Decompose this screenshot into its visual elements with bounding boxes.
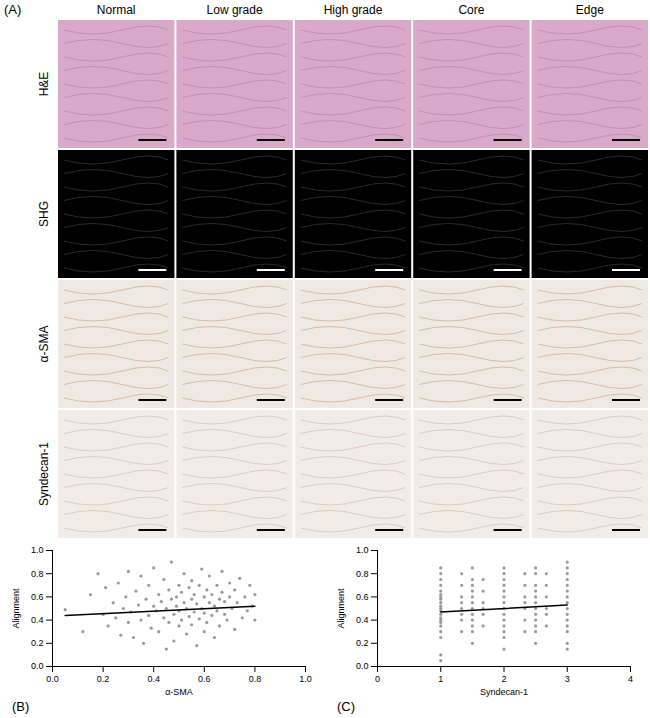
svg-text:High grade: High grade xyxy=(324,3,383,17)
svg-text:1.0: 1.0 xyxy=(31,545,44,555)
svg-text:0.2: 0.2 xyxy=(97,674,110,684)
html-text:(B): (B) xyxy=(12,699,30,714)
svg-text:SHG: SHG xyxy=(37,201,51,227)
svg-text:0.8: 0.8 xyxy=(31,569,44,579)
svg-text:0.0: 0.0 xyxy=(356,661,369,671)
svg-text:Alignment: Alignment xyxy=(11,588,21,629)
svg-text:0.4: 0.4 xyxy=(147,674,160,684)
svg-text:0.4: 0.4 xyxy=(356,615,369,625)
svg-text:0.6: 0.6 xyxy=(31,592,44,602)
svg-text:3: 3 xyxy=(565,674,570,684)
svg-text:0: 0 xyxy=(375,674,380,684)
svg-text:0.6: 0.6 xyxy=(198,674,211,684)
svg-text:0.2: 0.2 xyxy=(31,638,44,648)
svg-text:0.4: 0.4 xyxy=(31,615,44,625)
svg-text:Edge: Edge xyxy=(576,3,604,17)
svg-text:α-SMA: α-SMA xyxy=(165,687,193,697)
svg-text:Core: Core xyxy=(458,3,484,17)
svg-text:Low grade: Low grade xyxy=(207,3,263,17)
svg-text:0.8: 0.8 xyxy=(356,569,369,579)
svg-text:4: 4 xyxy=(628,674,633,684)
svg-text:0.0: 0.0 xyxy=(46,674,59,684)
svg-text:1.0: 1.0 xyxy=(299,674,312,684)
svg-text:Normal: Normal xyxy=(97,3,136,17)
html-text:(C): (C) xyxy=(337,699,355,714)
svg-text:1.0: 1.0 xyxy=(356,545,369,555)
svg-text:2: 2 xyxy=(501,674,506,684)
svg-text:Syndecan-1: Syndecan-1 xyxy=(480,687,528,697)
svg-text:1: 1 xyxy=(438,674,443,684)
svg-text:0.2: 0.2 xyxy=(356,638,369,648)
svg-text:α-SMA: α-SMA xyxy=(37,326,51,363)
svg-text:Syndecan-1: Syndecan-1 xyxy=(37,442,51,506)
svg-text:0.8: 0.8 xyxy=(249,674,262,684)
svg-text:(A): (A) xyxy=(4,2,21,17)
svg-text:0.6: 0.6 xyxy=(356,592,369,602)
svg-text:H&E: H&E xyxy=(37,72,51,97)
svg-text:Alignment: Alignment xyxy=(336,588,346,629)
svg-text:0.0: 0.0 xyxy=(31,661,44,671)
